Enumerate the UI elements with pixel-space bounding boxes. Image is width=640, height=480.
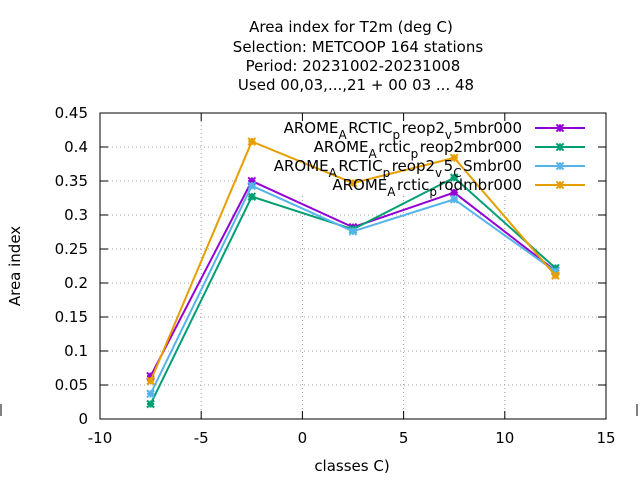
legend-entry-4: AROMEA rcticp rodmbr000 — [332, 176, 585, 199]
y-tick-label: 0.2 — [64, 274, 88, 292]
legend-swatch-marker — [555, 161, 565, 171]
title-line-1: Area index for T2m (deg C) — [249, 18, 453, 36]
x-tick-label: -10 — [88, 429, 113, 447]
legend-label-part: AROME — [314, 138, 369, 156]
title-line-2: Selection: METCOOP 164 stations — [233, 38, 484, 56]
legend-label-part: AROME — [332, 176, 387, 194]
legend-label: AROMEA RCTICp reop2v 5C Smbr00 — [274, 157, 522, 180]
title-line-4: Used 00,03,...,21 + 00 03 ... 48 — [238, 76, 474, 94]
legend-entry-1: AROMEA RCTICp reop2v 5mbr000 — [284, 119, 585, 142]
series-line — [149, 176, 557, 405]
x-tick-label: 0 — [298, 429, 308, 447]
legend-label-subscript: A — [387, 185, 396, 199]
legend-label-subscript: p — [383, 166, 391, 180]
legend-label-subscript: p — [411, 147, 419, 161]
data-point — [449, 153, 459, 163]
legend-label-part: RCTIC — [348, 119, 392, 137]
legend-label-part: 5mbr000 — [454, 119, 522, 137]
legend-label-part: Smbr00 — [463, 157, 522, 175]
plot-frame — [99, 112, 607, 420]
legend-label-subscript: A — [369, 147, 378, 161]
x-tick-label: 10 — [495, 429, 514, 447]
legend-entry-2: AROMEA rcticp reop2mbr000 — [314, 138, 585, 161]
data-point — [551, 271, 560, 280]
y-tick-label: 0.25 — [55, 240, 88, 258]
data-point — [551, 267, 560, 276]
data-point — [146, 399, 155, 409]
title-line-3: Period: 20231002-20231008 — [246, 57, 461, 75]
legend-label-part: AROME — [284, 119, 339, 137]
data-point — [146, 389, 155, 399]
axis-ticks: 0 0.05 0.1 0.15 0.2 0.25 0.3 0.35 0.4 0.45 -10 -5 0 5… — [55, 104, 616, 447]
data-point — [449, 188, 459, 197]
y-tick-label: 0.4 — [64, 138, 88, 156]
data-series — [146, 137, 560, 409]
y-tick-label: 0.1 — [64, 342, 88, 360]
y-tick-label: 0 — [78, 410, 88, 428]
series-4 — [146, 137, 560, 386]
legend-label-subscript: p — [429, 185, 437, 199]
legend-label-part: 5 — [444, 157, 454, 175]
legend-label-subscript: A — [339, 128, 348, 142]
legend-label: AROMEA rcticp reop2mbr000 — [314, 138, 522, 161]
legend-label: AROMEA rcticp rodmbr000 — [332, 176, 522, 199]
legend-label-subscript: v — [435, 166, 442, 180]
data-point — [247, 181, 257, 191]
data-point — [247, 192, 257, 201]
data-point — [247, 176, 257, 186]
y-tick-label: 0.35 — [55, 172, 88, 190]
legend-label-subscript: p — [392, 128, 400, 142]
data-point — [247, 137, 257, 146]
legend-label-part: rodmbr000 — [439, 176, 522, 194]
legend-label-part: RCTIC — [338, 157, 382, 175]
data-point — [449, 195, 459, 204]
legend-label-part: reop2 — [392, 157, 435, 175]
legend-label-subscript: A — [329, 166, 338, 180]
legend-entry-3: AROMEA RCTICp reop2v 5C Smbr00 — [274, 157, 585, 180]
chart-title: Area index for T2m (deg C) Selection: ME… — [233, 18, 484, 94]
grid — [100, 113, 606, 419]
data-point — [449, 173, 459, 182]
y-tick-label: 0.3 — [64, 206, 88, 224]
legend-label-part: AROME — [274, 157, 329, 175]
data-point — [146, 376, 155, 386]
series-3 — [146, 181, 560, 399]
data-point — [348, 178, 358, 188]
legend-label-subscript: C — [453, 166, 461, 180]
y-tick-label: 0.05 — [55, 376, 88, 394]
y-tick-label: 0.45 — [55, 104, 88, 122]
data-point — [348, 227, 358, 236]
y-tick-label: 0.15 — [55, 308, 88, 326]
legend-label-part: rctic — [397, 176, 429, 194]
legend-swatch-marker — [555, 123, 565, 133]
data-point — [146, 371, 155, 381]
legend-label-part: rctic — [378, 138, 410, 156]
legend-swatch-marker — [555, 180, 565, 190]
x-tick-label: 15 — [596, 429, 615, 447]
legend-label-part: reop2 — [402, 119, 445, 137]
series-line — [149, 184, 556, 395]
legend-label: AROMEA RCTICp reop2v 5mbr000 — [284, 119, 522, 142]
x-tick-label: -5 — [194, 429, 209, 447]
y-axis-label: Area index — [6, 226, 24, 306]
x-tick-label: 5 — [399, 429, 409, 447]
legend-label-part: reop2mbr000 — [420, 138, 522, 156]
legend-label-subscript: v — [445, 128, 452, 142]
x-axis-label: classes C) — [314, 457, 389, 475]
legend-swatch-marker — [555, 142, 565, 152]
